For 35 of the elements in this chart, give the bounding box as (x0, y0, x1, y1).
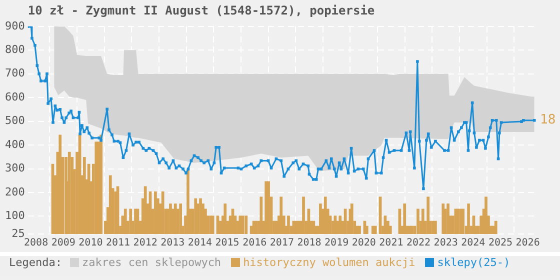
y-tick-label: 25 (12, 226, 25, 240)
x-tick-label: 2024 (461, 238, 486, 249)
x-tick-label: 2019 (324, 238, 349, 249)
x-tick-label: 2009 (51, 238, 76, 249)
x-tick-label: 2013 (160, 238, 185, 249)
y-tick-label: 100 (4, 209, 25, 222)
x-tick-label: 2011 (106, 238, 130, 249)
x-tick-label: 2016 (242, 238, 267, 249)
x-tick-label: 2008 (24, 238, 48, 249)
y-tick-label: 800 (4, 42, 25, 56)
x-tick-label: 2021 (379, 238, 404, 249)
text: 18 (540, 112, 556, 128)
y-tick-label: 500 (4, 114, 25, 128)
chart-title: 10 zł - Zygmunt II August (1548-1572), popiersie (28, 3, 375, 18)
y-tick-label: 200 (4, 185, 25, 198)
x-tick-label: 2020 (352, 238, 376, 249)
y-tick-label: 400 (4, 138, 25, 151)
legend-title: Legenda: (9, 256, 62, 269)
x-tick-label: 2025 (488, 238, 513, 249)
y-tick-label: 900 (4, 19, 25, 32)
y-tick-label: 700 (4, 66, 25, 80)
legend-label: sklepy(25-) (437, 256, 510, 269)
x-tick-label: 2023 (434, 238, 458, 249)
x-tick-label: 2026 (516, 238, 540, 249)
x-tick-label: 2022 (406, 238, 431, 249)
x-tick-label: 2015 (215, 238, 240, 249)
x-tick-label: 2018 (297, 238, 322, 249)
x-tick-label: 2014 (188, 238, 212, 249)
y-tick-label: 300 (4, 162, 25, 175)
y-tick-label: 600 (4, 90, 25, 104)
x-tick-label: 2010 (78, 238, 103, 249)
x-tick-label: 2012 (133, 238, 158, 249)
x-tick-label: 2017 (270, 238, 294, 249)
legend-label: zakres cen sklepowych (82, 256, 222, 269)
legend-label: historyczny wolumen aukcji (243, 256, 416, 269)
